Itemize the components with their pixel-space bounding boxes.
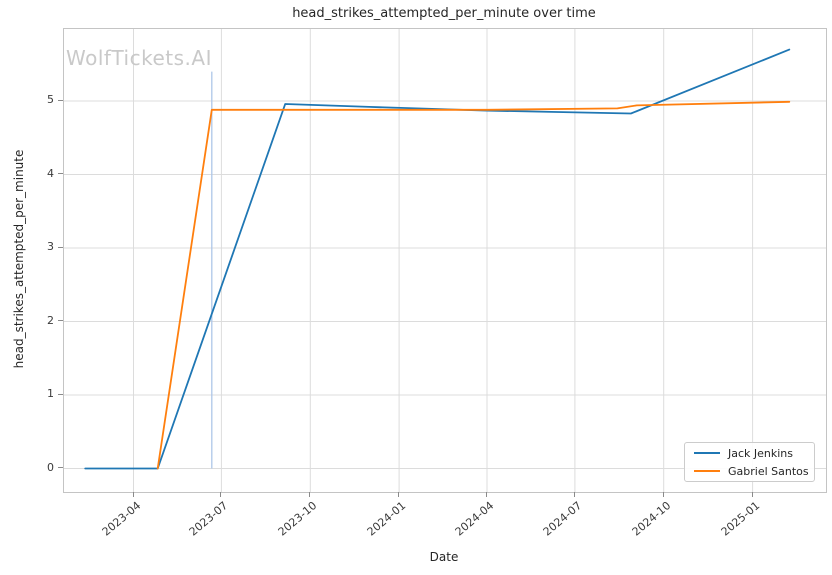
chart-title: head_strikes_attempted_per_minute over t… [292,6,596,21]
x-tick-mark [486,492,487,497]
y-tick-mark [58,173,63,174]
legend-label: Jack Jenkins [728,446,794,460]
x-tick-mark [309,492,311,497]
x-tick-mark [132,492,134,497]
y-tick-mark [58,246,63,248]
y-tick-mark [58,320,63,321]
y-tick-label: 5 [47,93,54,106]
y-tick-label: 1 [47,387,54,400]
legend-line-swatch-blue [694,452,720,454]
y-tick-label: 2 [47,313,54,327]
legend: Jack Jenkins Gabriel Santos [684,442,815,482]
y-tick-label: 4 [47,166,54,180]
y-tick-mark [58,99,63,101]
x-tick-mark [751,492,753,497]
legend-item-jack-jenkins: Jack Jenkins [685,446,814,461]
y-tick-label: 3 [47,240,54,253]
x-tick-mark [573,492,575,497]
x-tick-mark [398,492,400,497]
plot-area [63,28,827,493]
y-tick-mark [58,467,63,468]
x-tick-mark [662,492,664,497]
x-axis-label: Date [429,550,459,564]
legend-label: Gabriel Santos [728,464,809,478]
y-tick-mark [58,393,63,395]
watermark: WolfTickets.AI [66,46,212,70]
x-tick-mark [220,492,222,497]
plot-canvas [64,29,826,492]
legend-line-swatch-orange [694,470,720,472]
legend-item-gabriel-santos: Gabriel Santos [685,464,814,479]
y-tick-label: 0 [47,460,54,474]
